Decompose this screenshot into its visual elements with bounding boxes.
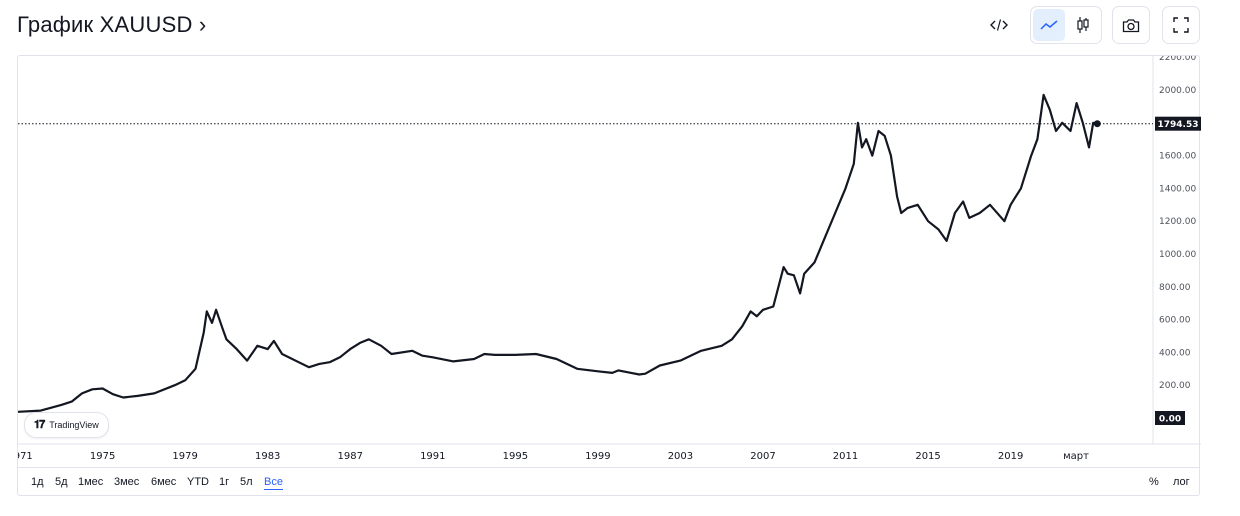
range-1y[interactable]: 1г [219,476,230,488]
y-tick-label: 600.00 [1159,316,1191,326]
zero-label-bg [1155,411,1185,425]
x-tick-label: 1971 [18,451,33,462]
zero-label: 0.00 [1159,415,1181,425]
y-tick-label: 1400.00 [1159,184,1196,194]
embed-button[interactable] [980,6,1018,44]
last-price-label: 1794.53 [1158,120,1199,130]
range-bar: 1д 5д 1мес 3мес 6мес YTD 1г 5л Все % лог [18,467,1199,495]
line-chart-icon [1040,20,1058,30]
y-tick-label: 200.00 [1159,381,1191,391]
page-title[interactable]: График XAUUSD › [17,12,207,37]
x-tick-label: 2003 [668,451,693,462]
candlestick-icon [1077,17,1089,33]
last-price-marker [1093,120,1101,128]
x-tick-label: 1983 [255,451,280,462]
x-tick-label: 1999 [585,451,610,462]
range-ytd[interactable]: YTD [187,476,209,488]
y-tick-label: 1000.00 [1159,250,1196,260]
range-1d[interactable]: 1д [31,476,44,488]
x-tick-label: март [1063,451,1089,462]
x-tick-label: 1975 [90,451,115,462]
chart-toolbar [990,6,1200,46]
range-3m[interactable]: 3мес [114,476,140,488]
y-tick-label: 800.00 [1159,283,1191,293]
x-tick-label: 2015 [915,451,940,462]
code-icon [990,19,1008,31]
price-chart[interactable]: 2200.002000.001800.001600.001400.001200.… [18,56,1201,467]
tradingview-logo[interactable]: 𝟏𝟕 TradingView [24,412,109,438]
chart-container[interactable]: 2200.002000.001800.001600.001400.001200.… [17,55,1201,496]
tradingview-logo-icon: 𝟏𝟕 [34,418,45,431]
x-tick-label: 2019 [998,451,1023,462]
line-chart-button[interactable] [1033,9,1065,41]
camera-icon [1122,18,1140,32]
snapshot-button[interactable] [1112,6,1150,44]
y-tick-label: 1200.00 [1159,217,1196,227]
fullscreen-icon [1173,17,1189,33]
x-tick-label: 1991 [420,451,445,462]
chart-type-group [1030,6,1102,44]
candlestick-button[interactable] [1067,9,1099,41]
y-tick-label: 1600.00 [1159,152,1196,162]
tradingview-logo-text: TradingView [49,420,99,430]
range-all[interactable]: Все [264,476,283,490]
fullscreen-button[interactable] [1162,6,1200,44]
x-tick-label: 1987 [338,451,363,462]
x-tick-label: 1979 [172,451,197,462]
y-tick-label: 2200.00 [1159,56,1196,63]
x-tick-label: 2007 [750,451,775,462]
range-5y[interactable]: 5л [240,476,253,488]
range-1m[interactable]: 1мес [78,476,104,488]
y-tick-label: 400.00 [1159,348,1191,358]
last-price-label-bg [1155,116,1201,131]
range-6m[interactable]: 6мес [151,476,177,488]
x-tick-label: 1995 [503,451,528,462]
x-tick-label: 2011 [833,451,858,462]
percent-scale-toggle[interactable]: % [1149,476,1159,488]
y-tick-label: 2000.00 [1159,86,1196,96]
range-5d[interactable]: 5д [55,476,68,488]
price-series-line [18,93,1098,413]
log-scale-toggle[interactable]: лог [1173,476,1190,488]
